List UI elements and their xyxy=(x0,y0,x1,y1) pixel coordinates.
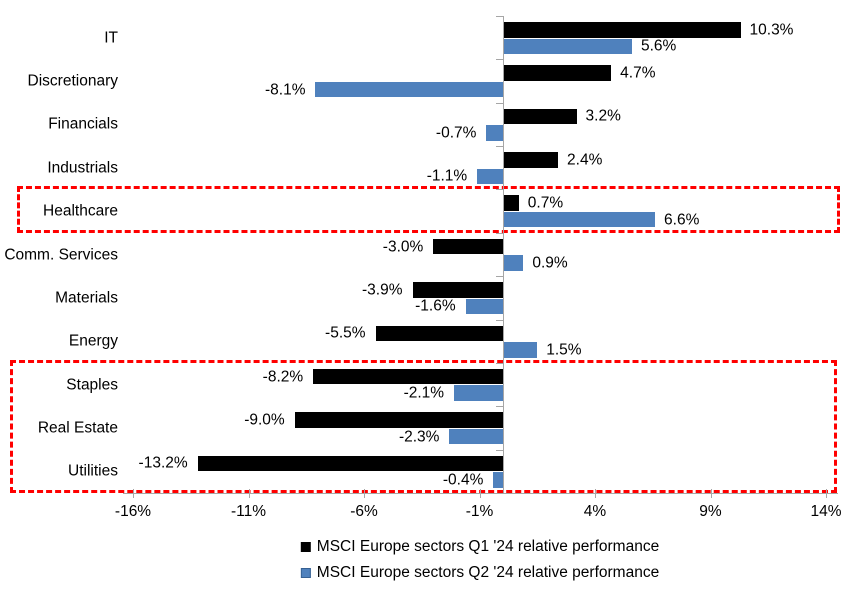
bar-q1 xyxy=(502,152,559,168)
value-label: 1.5% xyxy=(546,341,582,359)
category-label: Real Estate xyxy=(37,419,118,437)
x-axis-tick xyxy=(133,489,134,498)
bar-q1 xyxy=(313,368,503,385)
legend-label: MSCI Europe sectors Q2 '24 relative perf… xyxy=(316,564,660,582)
value-label: 5.6% xyxy=(640,37,677,55)
value-label: -3.0% xyxy=(382,237,424,255)
x-axis-tick xyxy=(248,489,250,498)
bar-q1 xyxy=(433,238,503,255)
bar-q1 xyxy=(502,108,577,125)
category-label: Utilities xyxy=(68,462,118,480)
bar-q2 xyxy=(449,428,503,445)
legend-item: MSCI Europe sectors Q1 '24 relative perf… xyxy=(300,536,660,558)
y-axis-tick xyxy=(495,449,503,451)
y-axis-tick xyxy=(495,189,503,191)
bar-q1 xyxy=(502,195,519,211)
x-tick-label: -1% xyxy=(465,503,494,520)
value-label: -1.6% xyxy=(415,297,456,315)
value-label: -2.1% xyxy=(403,384,445,402)
highlight-box xyxy=(17,186,840,233)
bar-q2 xyxy=(315,81,503,98)
y-axis-tick xyxy=(495,59,503,61)
value-label: 10.3% xyxy=(749,21,794,38)
bar-q2 xyxy=(486,125,503,141)
bar-q1 xyxy=(502,22,741,38)
x-axis-tick xyxy=(364,489,365,498)
x-tick-label: -11% xyxy=(230,503,267,520)
x-axis-tick xyxy=(479,489,481,498)
category-label: Healthcare xyxy=(43,202,118,220)
value-label: 6.6% xyxy=(664,210,700,228)
y-axis-tick xyxy=(495,16,503,17)
bar-q2 xyxy=(502,211,656,228)
value-label: -8.1% xyxy=(264,80,306,98)
bar-q2 xyxy=(454,385,503,401)
category-label: Industrials xyxy=(47,159,118,177)
bar-q1 xyxy=(412,282,503,298)
category-label: Financials xyxy=(48,115,118,133)
y-axis-tick xyxy=(495,102,503,104)
legend-label: MSCI Europe sectors Q1 '24 relative perf… xyxy=(316,538,660,556)
bar-q1 xyxy=(375,325,503,342)
bar-q1 xyxy=(197,455,503,472)
x-tick-label: 9% xyxy=(699,503,722,520)
y-axis-tick xyxy=(495,406,503,408)
bar-q2 xyxy=(493,472,503,488)
value-label: 0.7% xyxy=(527,194,564,212)
bar-q2 xyxy=(502,342,538,358)
category-label: Comm. Services xyxy=(4,245,118,263)
value-label: -0.7% xyxy=(435,124,477,142)
x-tick-label: -6% xyxy=(350,503,378,520)
bar-q1 xyxy=(502,65,612,81)
value-label: -8.2% xyxy=(262,367,304,385)
y-axis-tick xyxy=(495,362,503,364)
value-label: 2.4% xyxy=(567,151,603,169)
legend-item: MSCI Europe sectors Q2 '24 relative perf… xyxy=(300,562,660,584)
x-axis-tick xyxy=(595,489,596,498)
x-axis-tick xyxy=(710,489,712,498)
value-label: -0.4% xyxy=(442,471,484,489)
value-label: -2.3% xyxy=(398,427,440,445)
category-label: Staples xyxy=(66,375,118,393)
category-label: Discretionary xyxy=(27,72,118,90)
y-axis-tick xyxy=(495,146,503,148)
x-axis-tick xyxy=(826,489,827,498)
y-axis-line xyxy=(502,16,504,493)
value-label: -13.2% xyxy=(138,454,188,472)
legend-swatch-q2 xyxy=(300,568,311,578)
bar-q2 xyxy=(465,298,503,315)
value-label: 3.2% xyxy=(585,107,621,125)
bar-q2 xyxy=(502,255,524,271)
x-tick-label: 4% xyxy=(583,503,607,520)
value-label: -9.0% xyxy=(244,411,285,429)
highlight-box xyxy=(10,359,837,493)
y-axis-tick xyxy=(495,276,503,278)
bar-q2 xyxy=(477,168,503,185)
value-label: -5.5% xyxy=(325,324,366,342)
bar-q1 xyxy=(294,412,503,428)
x-tick-label: 14% xyxy=(810,503,842,520)
legend: MSCI Europe sectors Q1 '24 relative perf… xyxy=(300,536,660,584)
value-label: -3.9% xyxy=(362,281,403,299)
y-axis-tick xyxy=(495,319,503,321)
value-label: 0.9% xyxy=(532,254,568,272)
category-label: IT xyxy=(104,28,118,46)
category-label: Energy xyxy=(68,332,118,350)
bar-q2 xyxy=(502,38,632,54)
value-label: -1.1% xyxy=(426,167,468,185)
category-label: Materials xyxy=(55,289,118,307)
y-axis-tick xyxy=(495,232,503,234)
legend-swatch-q1 xyxy=(300,542,311,552)
value-label: 4.7% xyxy=(620,64,656,82)
x-tick-label: -16% xyxy=(114,503,152,520)
x-axis-line xyxy=(123,493,838,494)
